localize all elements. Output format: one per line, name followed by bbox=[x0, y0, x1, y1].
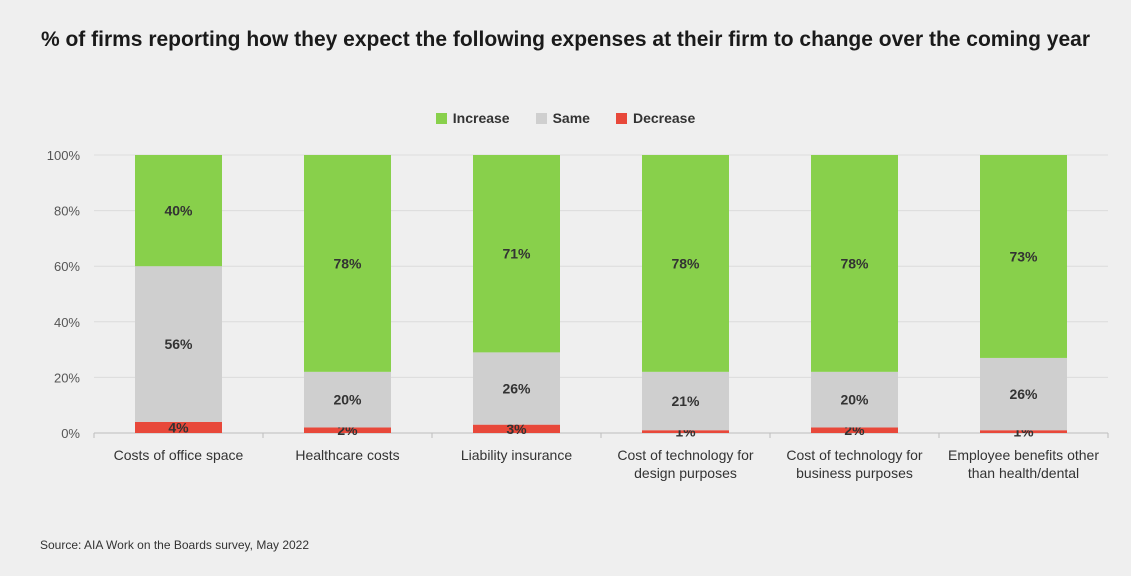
legend-swatch-increase bbox=[435, 112, 447, 124]
legend-swatch-decrease bbox=[615, 112, 627, 124]
x-category-label: than health/dental bbox=[968, 465, 1079, 481]
legend-item-increase: Increase bbox=[435, 110, 510, 126]
legend-label-same: Same bbox=[552, 110, 590, 126]
bar-segment-increase bbox=[473, 155, 560, 353]
x-category-label: business purposes bbox=[796, 465, 913, 481]
bar-segment-same bbox=[135, 266, 222, 422]
bar-segment-same bbox=[642, 371, 729, 431]
data-label: 3% bbox=[506, 421, 527, 437]
data-label: 26% bbox=[502, 381, 531, 397]
x-category-label: Liability insurance bbox=[461, 447, 572, 463]
bar-segment-same bbox=[811, 371, 898, 428]
bar-segment-decrease bbox=[980, 430, 1067, 433]
data-label: 20% bbox=[840, 392, 869, 408]
bar-segment-same bbox=[980, 357, 1067, 431]
data-label: 56% bbox=[164, 336, 193, 352]
bar-segment-decrease bbox=[642, 430, 729, 433]
y-tick-label: 20% bbox=[54, 370, 80, 385]
data-label: 4% bbox=[168, 419, 189, 435]
x-category-label: Cost of technology for bbox=[786, 447, 923, 463]
bar-segment-decrease bbox=[473, 424, 560, 433]
y-tick-label: 40% bbox=[54, 315, 80, 330]
legend-label-decrease: Decrease bbox=[632, 110, 696, 126]
legend: Increase Same Decrease bbox=[0, 110, 1131, 126]
data-label: 71% bbox=[502, 246, 531, 262]
data-label: 78% bbox=[840, 255, 869, 271]
y-tick-label: 0% bbox=[61, 426, 80, 441]
data-label: 40% bbox=[164, 203, 193, 219]
data-label: 78% bbox=[333, 255, 362, 271]
bar-segment-same bbox=[304, 371, 391, 428]
data-label: 26% bbox=[1009, 386, 1038, 402]
x-category-label: Cost of technology for bbox=[617, 447, 754, 463]
bar-segment-increase bbox=[304, 155, 391, 372]
y-tick-label: 60% bbox=[54, 259, 80, 274]
y-tick-label: 80% bbox=[54, 204, 80, 219]
data-label: 21% bbox=[671, 393, 700, 409]
x-category-label: Healthcare costs bbox=[295, 447, 399, 463]
bar-segment-increase bbox=[980, 155, 1067, 358]
data-label: 73% bbox=[1009, 248, 1038, 264]
x-category-label: Costs of office space bbox=[114, 447, 244, 463]
data-label: 20% bbox=[333, 392, 362, 408]
x-category-label: design purposes bbox=[634, 465, 737, 481]
bar-segment-increase bbox=[811, 155, 898, 372]
legend-item-decrease: Decrease bbox=[615, 110, 696, 126]
chart-title: % of firms reporting how they expect the… bbox=[40, 28, 1091, 51]
bar-segment-increase bbox=[135, 155, 222, 267]
legend-label-increase: Increase bbox=[452, 110, 510, 126]
source-note: Source: AIA Work on the Boards survey, M… bbox=[40, 538, 310, 552]
bar-segment-decrease bbox=[811, 427, 898, 433]
data-label: 78% bbox=[671, 255, 700, 271]
bar-segment-decrease bbox=[135, 421, 222, 433]
legend-item-same: Same bbox=[535, 110, 590, 126]
y-tick-label: 100% bbox=[47, 148, 81, 163]
bar-segment-increase bbox=[642, 155, 729, 372]
bar-segment-same bbox=[473, 352, 560, 425]
bar-segment-decrease bbox=[304, 427, 391, 433]
x-category-label: Employee benefits other bbox=[948, 447, 1099, 463]
legend-swatch-same bbox=[535, 112, 547, 124]
